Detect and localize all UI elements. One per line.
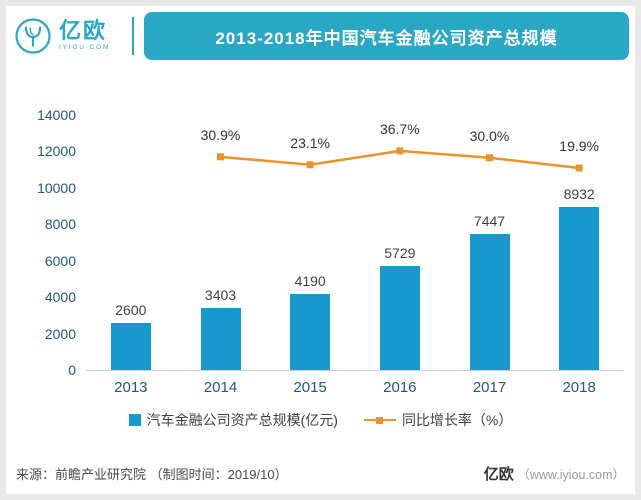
header-divider [132,17,134,55]
bar-2014 [200,308,241,370]
bar-2017 [469,234,510,370]
y-axis-tick-label: 2000 [44,325,76,342]
chart-card: 亿欧 IYIOU·COM 2013-2018年中国汽车金融公司资产总规模 0 20… [6,6,635,494]
source-text: 来源：前瞻产业研究院 （制图时间：2019/10） [16,467,288,482]
legend-label-bar-series: 汽车金融公司资产总规模(亿元) [146,412,338,428]
chart-area: 0 2000 4000 6000 8000 10000 12000 14000 2600 2013… [6,6,635,494]
legend-item-bar-series: 汽车金融公司资产总规模(亿元) [128,410,338,430]
iyiou-logo: 亿欧 IYIOU·COM [14,17,132,55]
line-series-swatch-icon [363,416,396,424]
bar-value-label: 3403 [204,287,237,304]
logo-subtext: IYIOU·COM [59,44,111,52]
growth-rate-label: 36.7% [379,120,420,137]
header: 亿欧 IYIOU·COM 2013-2018年中国汽车金融公司资产总规模 [14,11,629,61]
bar-2013 [110,322,151,370]
x-axis-label: 2014 [203,379,238,396]
y-axis-tick-label: 4000 [44,289,76,306]
x-axis-label: 2015 [293,379,327,396]
growth-rate-label: 30.0% [469,127,510,144]
x-axis-label: 2018 [562,379,596,396]
growth-rate-label: 23.1% [290,134,330,151]
title-banner: 2013-2018年中国汽车金融公司资产总规模 [144,12,629,60]
y-axis-tick-label: 8000 [44,216,76,233]
iyiou-logo-icon [15,18,51,54]
footer: 来源：前瞻产业研究院 （制图时间：2019/10） 亿欧 （www.iyiou.… [16,463,625,484]
legend-label-line-series: 同比增长率（%） [401,412,513,428]
brand-block: 亿欧 （www.iyiou.com） [484,463,625,484]
growth-rate-label: 19.9% [559,138,599,155]
growth-rate-label: 30.9% [200,126,241,143]
bar-2018 [559,207,600,370]
x-axis-label: 2017 [472,379,507,396]
legend: 汽车金融公司资产总规模(亿元) 同比增长率（%） [6,410,635,430]
brand-text: 亿欧 [483,466,514,483]
bar-value-label: 7447 [473,213,506,230]
legend-item-line-series: 同比增长率（%） [363,410,513,430]
bar-2016 [379,265,420,370]
bar-series-swatch-icon [128,414,141,426]
y-axis-tick-label: 10000 [37,179,76,196]
y-axis-tick-label: 0 [68,362,76,378]
y-axis-tick-label: 6000 [44,252,76,269]
chart-title: 2013-2018年中国汽车金融公司资产总规模 [215,28,558,48]
bar-value-label: 4190 [294,272,326,289]
logo-text-block: 亿欧 IYIOU·COM [59,20,110,52]
brand-site: （www.iyiou.com） [517,468,625,482]
bar-2015 [290,293,331,370]
x-axis-label: 2013 [114,379,148,396]
y-axis-tick-label: 14000 [37,107,76,123]
bar-value-label: 2600 [115,301,147,318]
bar-value-label: 5729 [384,244,416,261]
bar-value-label: 8932 [563,186,595,203]
y-axis-tick-label: 12000 [37,143,76,160]
x-axis-label: 2016 [383,379,417,396]
logo-text: 亿欧 [59,18,108,44]
x-axis-line [86,370,624,371]
